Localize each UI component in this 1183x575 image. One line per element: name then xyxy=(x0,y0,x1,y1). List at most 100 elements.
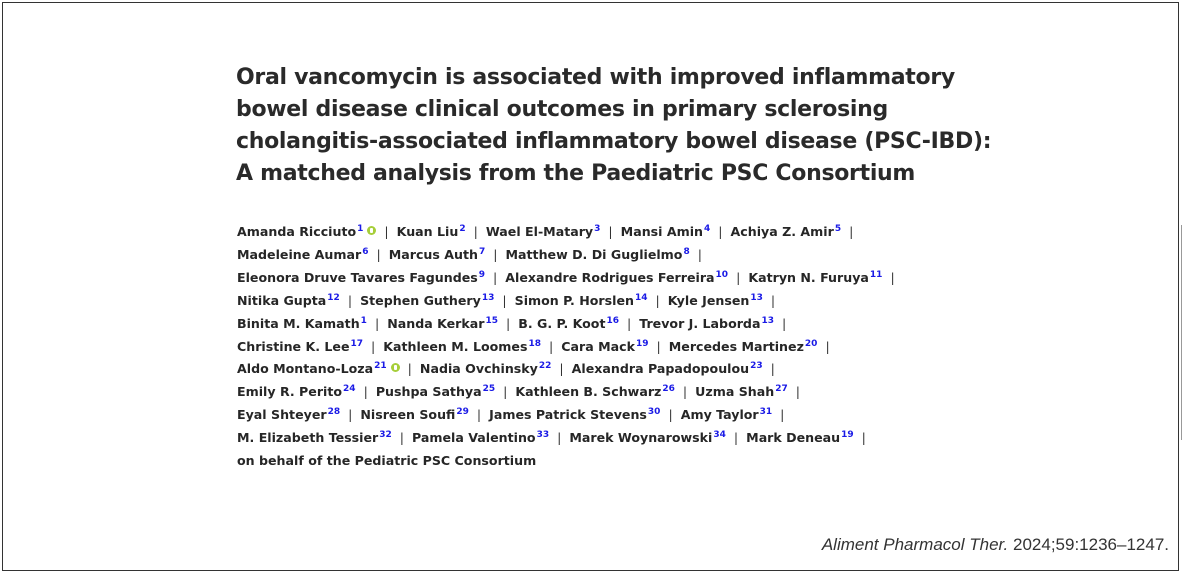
author-name[interactable]: Nanda Kerkar xyxy=(387,315,485,331)
author-name[interactable]: Eyal Shteyer xyxy=(237,407,327,423)
author-entry[interactable]: Binita M. Kamath1 xyxy=(237,316,367,331)
author-name[interactable]: James Patrick Stevens xyxy=(489,407,647,423)
author-name[interactable]: Stephen Guthery xyxy=(360,292,481,308)
author-entry[interactable]: Wael El-Matary3 xyxy=(486,224,601,239)
author-entry[interactable]: Matthew D. Di Guglielmo8 xyxy=(506,247,690,262)
affiliation-link[interactable]: 23 xyxy=(750,361,763,372)
affiliation-link[interactable]: 17 xyxy=(350,338,364,349)
orcid-icon[interactable] xyxy=(367,226,377,235)
affiliation-link[interactable]: 2 xyxy=(459,224,466,234)
affiliation-link[interactable]: 25 xyxy=(482,384,496,395)
affiliation-link[interactable]: 19 xyxy=(841,430,854,441)
affiliation-link[interactable]: 9 xyxy=(478,269,486,280)
author-name[interactable]: Uzma Shah xyxy=(695,384,775,400)
author-name[interactable]: Marek Woynarowski xyxy=(569,430,713,446)
author-entry[interactable]: Alexandre Rodrigues Ferreira10 xyxy=(505,270,728,285)
affiliation-link[interactable]: 13 xyxy=(761,315,774,326)
affiliation-link[interactable]: 6 xyxy=(362,246,369,257)
author-name[interactable]: Mark Deneau xyxy=(746,430,841,446)
affiliation-link[interactable]: 28 xyxy=(327,407,341,418)
author-name[interactable]: Kuan Liu xyxy=(396,224,459,239)
affiliation-link[interactable]: 22 xyxy=(538,361,552,372)
author-entry[interactable]: Amanda Ricciuto1 xyxy=(237,224,377,239)
author-name[interactable]: Achiya Z. Amir xyxy=(730,224,834,239)
author-entry[interactable]: B. G. P. Koot16 xyxy=(518,316,619,331)
author-name[interactable]: B. G. P. Koot xyxy=(518,315,606,331)
author-name[interactable]: Amanda Ricciuto xyxy=(237,224,357,239)
author-entry[interactable]: Eyal Shteyer28 xyxy=(237,407,340,422)
author-name[interactable]: Wael El-Matary xyxy=(485,224,594,239)
author-name[interactable]: Trevor J. Laborda xyxy=(639,315,761,331)
author-name[interactable]: Eleonora Druve Tavares Fagundes xyxy=(237,269,478,285)
author-entry[interactable]: Achiya Z. Amir5 xyxy=(731,224,842,239)
author-entry[interactable]: Madeleine Aumar6 xyxy=(237,247,368,262)
author-entry[interactable]: Pushpa Sathya25 xyxy=(376,384,495,399)
author-entry[interactable]: Kyle Jensen13 xyxy=(668,293,763,308)
author-entry[interactable]: Mercedes Martinez20 xyxy=(669,339,818,354)
author-entry[interactable]: Pamela Valentino33 xyxy=(412,430,549,445)
author-name[interactable]: Kyle Jensen xyxy=(667,292,750,308)
author-entry[interactable]: M. Elizabeth Tessier32 xyxy=(237,430,392,445)
author-entry[interactable]: Marcus Auth7 xyxy=(389,247,486,262)
author-entry[interactable]: Nisreen Soufi29 xyxy=(360,407,469,422)
affiliation-link[interactable]: 18 xyxy=(528,338,541,349)
author-name[interactable]: Alexandra Papadopoulou xyxy=(571,361,750,377)
affiliation-link[interactable]: 19 xyxy=(635,338,649,349)
affiliation-link[interactable]: 14 xyxy=(634,292,648,303)
author-entry[interactable]: Mansi Amin4 xyxy=(621,224,711,239)
affiliation-link[interactable]: 33 xyxy=(536,430,550,441)
affiliation-link[interactable]: 1 xyxy=(360,315,367,326)
author-entry[interactable]: Mark Deneau19 xyxy=(746,430,854,445)
affiliation-link[interactable]: 8 xyxy=(683,246,690,257)
author-entry[interactable]: Cara Mack19 xyxy=(561,339,648,354)
affiliation-link[interactable]: 1 xyxy=(357,224,364,234)
author-name[interactable]: Katryn N. Furuya xyxy=(748,269,869,285)
author-name[interactable]: Alexandre Rodrigues Ferreira xyxy=(505,269,715,285)
affiliation-link[interactable]: 13 xyxy=(481,292,495,303)
author-name[interactable]: M. Elizabeth Tessier xyxy=(237,430,379,446)
author-name[interactable]: Binita M. Kamath xyxy=(237,315,360,331)
affiliation-link[interactable]: 26 xyxy=(662,384,675,395)
author-entry[interactable]: Emily R. Perito24 xyxy=(237,384,356,399)
author-name[interactable]: Christine K. Lee xyxy=(237,338,350,354)
author-name[interactable]: Kathleen M. Loomes xyxy=(383,338,528,354)
author-entry[interactable]: Simon P. Horslen14 xyxy=(515,293,648,308)
author-entry[interactable]: Aldo Montano-Loza21 xyxy=(237,361,400,376)
affiliation-link[interactable]: 7 xyxy=(478,246,486,257)
affiliation-link[interactable]: 29 xyxy=(456,407,469,418)
author-name[interactable]: Aldo Montano-Loza xyxy=(237,361,374,377)
affiliation-link[interactable]: 13 xyxy=(750,292,763,303)
affiliation-link[interactable]: 16 xyxy=(606,315,620,326)
affiliation-link[interactable]: 24 xyxy=(343,384,356,395)
author-name[interactable]: Kathleen B. Schwarz xyxy=(515,384,662,400)
affiliation-link[interactable]: 32 xyxy=(379,430,392,441)
author-entry[interactable]: Uzma Shah27 xyxy=(695,384,788,399)
affiliation-link[interactable]: 4 xyxy=(704,224,711,234)
affiliation-link[interactable]: 15 xyxy=(485,315,498,326)
affiliation-link[interactable]: 5 xyxy=(834,224,842,234)
affiliation-link[interactable]: 27 xyxy=(775,384,788,395)
author-name[interactable]: Mercedes Martinez xyxy=(668,338,804,354)
author-entry[interactable]: James Patrick Stevens30 xyxy=(489,407,660,422)
author-name[interactable]: Nisreen Soufi xyxy=(360,407,456,423)
affiliation-link[interactable]: 31 xyxy=(759,407,773,418)
affiliation-link[interactable]: 12 xyxy=(327,292,340,303)
author-name[interactable]: Pamela Valentino xyxy=(412,430,536,446)
author-entry[interactable]: Eleonora Druve Tavares Fagundes9 xyxy=(237,270,485,285)
author-name[interactable]: Mansi Amin xyxy=(620,224,704,239)
author-entry[interactable]: Alexandra Papadopoulou23 xyxy=(572,361,763,376)
affiliation-link[interactable]: 34 xyxy=(713,430,726,441)
author-name[interactable]: Nitika Gupta xyxy=(237,292,327,308)
author-name[interactable]: Madeleine Aumar xyxy=(237,246,362,262)
author-entry[interactable]: Kathleen M. Loomes18 xyxy=(383,339,541,354)
affiliation-link[interactable]: 10 xyxy=(715,269,729,280)
author-entry[interactable]: Christine K. Lee17 xyxy=(237,339,363,354)
author-entry[interactable]: Trevor J. Laborda13 xyxy=(639,316,774,331)
author-entry[interactable]: Amy Taylor31 xyxy=(681,407,772,422)
author-entry[interactable]: Kathleen B. Schwarz26 xyxy=(515,384,674,399)
author-entry[interactable]: Kuan Liu2 xyxy=(397,224,466,239)
affiliation-link[interactable]: 3 xyxy=(594,224,601,234)
author-name[interactable]: Pushpa Sathya xyxy=(375,384,482,400)
author-entry[interactable]: Katryn N. Furuya11 xyxy=(748,270,882,285)
affiliation-link[interactable]: 11 xyxy=(869,269,883,280)
